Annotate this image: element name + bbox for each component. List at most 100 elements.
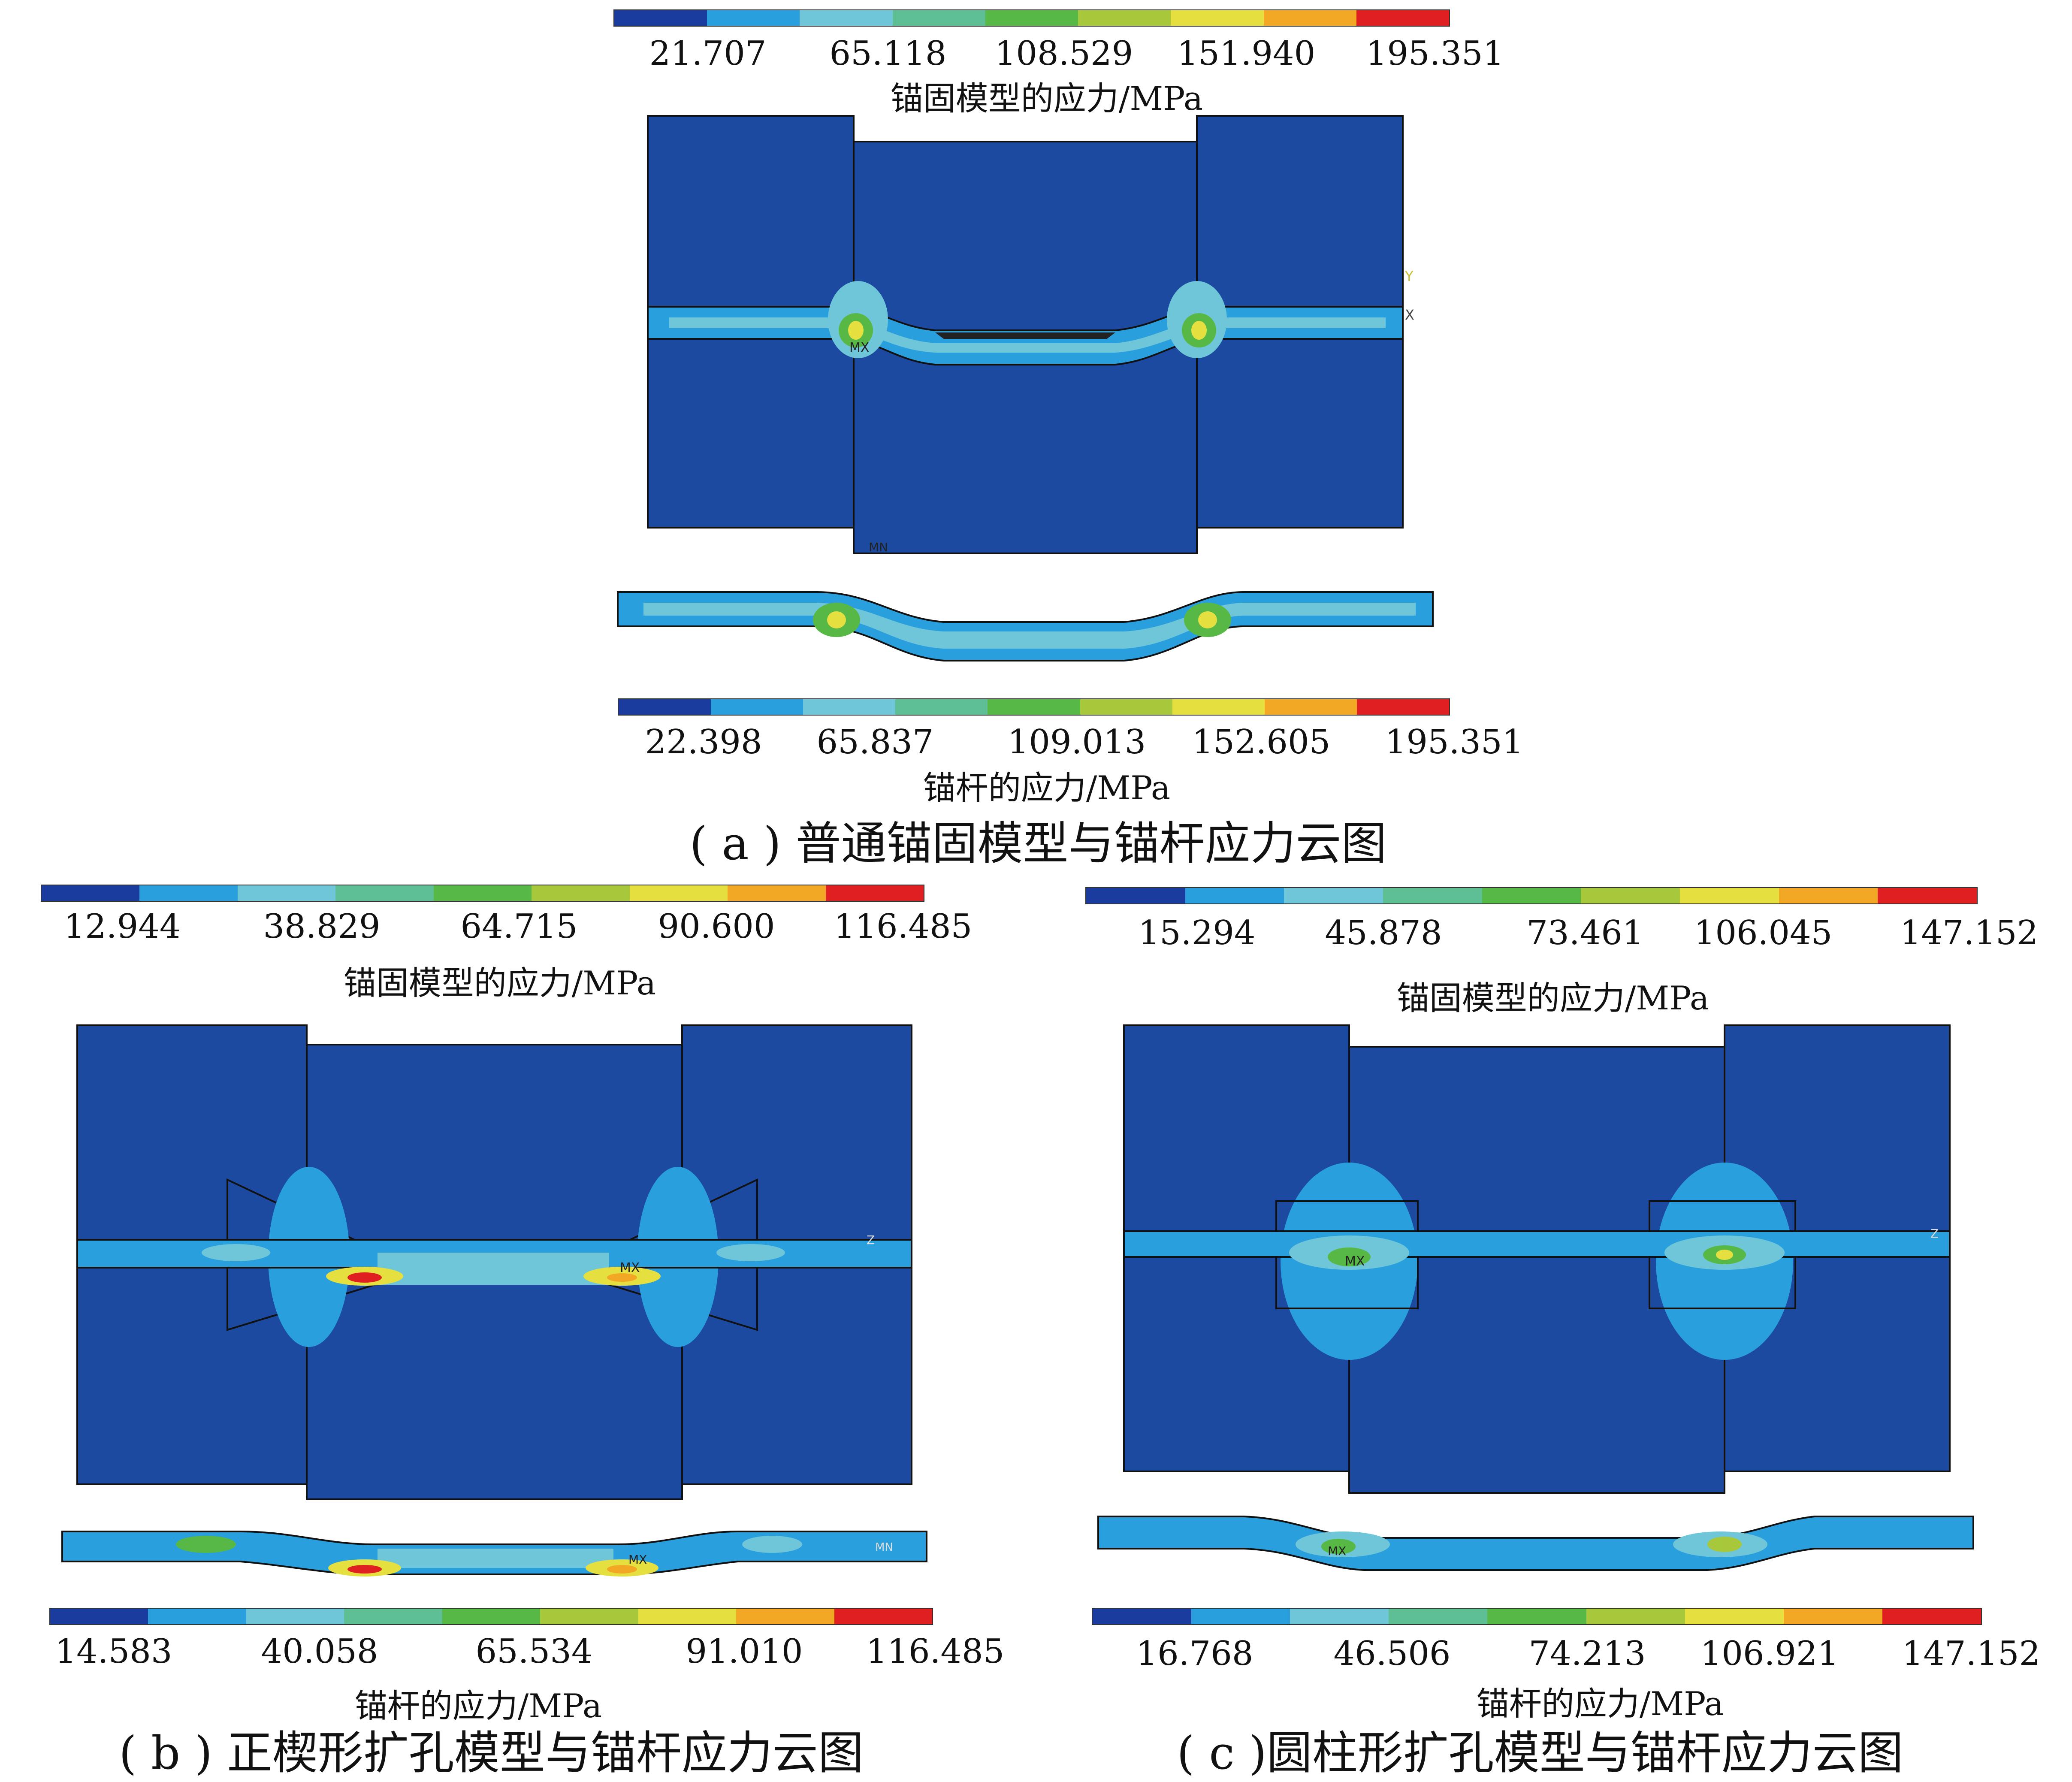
- colorbar-segment: [50, 1609, 148, 1624]
- colorbar-segment: [1356, 699, 1449, 715]
- colorbar-segment: [1680, 888, 1779, 903]
- colorbar-segment: [1191, 1609, 1290, 1624]
- bolt-colorbar-c: [1092, 1608, 1982, 1625]
- tick: 21.707: [649, 34, 767, 73]
- axis-z-label-c: Z: [1930, 1226, 1939, 1241]
- tick: 195.351: [1365, 34, 1504, 73]
- tick: 116.485: [834, 907, 973, 946]
- tick: 147.152: [1902, 1634, 2041, 1673]
- colorbar-segment: [1487, 1609, 1586, 1624]
- colorbar-segment: [1581, 888, 1680, 903]
- colorbar-segment: [800, 10, 893, 26]
- max-marker-c: MX: [1345, 1254, 1365, 1269]
- tick: 73.461: [1526, 914, 1644, 952]
- colorbar-segment: [148, 1609, 246, 1624]
- colorbar-segment: [638, 1609, 737, 1624]
- tick: 14.583: [55, 1632, 172, 1671]
- colorbar-segment: [442, 1609, 541, 1624]
- caption-a: ( a ) 普通锚固模型与锚杆应力云图: [689, 817, 1387, 870]
- colorbar-segment: [1586, 1609, 1685, 1624]
- colorbar-segment: [246, 1609, 344, 1624]
- tick: 40.058: [261, 1632, 378, 1671]
- tick: 16.768: [1136, 1634, 1253, 1673]
- bolt-colorbar-ticks-a: 22.398 65.837 109.013 152.605 195.351: [618, 723, 1524, 761]
- colorbar-segment: [42, 885, 140, 901]
- bolt-colorbar-b: [49, 1608, 933, 1625]
- colorbar-segment: [1284, 888, 1383, 903]
- model-colorbar-ticks-c: 15.294 45.878 73.461 106.045 147.152: [1085, 914, 2039, 952]
- max-marker-a: MX: [849, 340, 869, 355]
- colorbar-segment: [1078, 10, 1171, 26]
- colorbar-segment: [1172, 699, 1265, 715]
- model-colorbar-ticks-a: 21.707 65.118 108.529 151.940 195.351: [613, 34, 1504, 73]
- colorbar-segment: [985, 10, 1078, 26]
- colorbar-segment: [1263, 10, 1356, 26]
- colorbar-segment: [736, 1609, 834, 1624]
- model-stress-label-a: 锚固模型的应力/MPa: [890, 79, 1203, 118]
- colorbar-segment: [834, 1609, 932, 1624]
- model-colorbar-ticks-b: 12.944 38.829 64.715 90.600 116.485: [41, 907, 973, 946]
- model-stress-label-b: 锚固模型的应力/MPa: [343, 964, 656, 1002]
- colorbar-segment: [335, 885, 434, 901]
- tick: 106.921: [1700, 1634, 1839, 1673]
- model-colorbar-b: [41, 885, 924, 902]
- colorbar-segment: [1290, 1609, 1389, 1624]
- tick: 65.837: [816, 723, 934, 761]
- model-stress-label-c: 锚固模型的应力/MPa: [1396, 979, 1710, 1017]
- colorbar-segment: [629, 885, 728, 901]
- colorbar-segment: [1171, 10, 1264, 26]
- colorbar-segment: [1779, 888, 1878, 903]
- colorbar-segment: [139, 885, 238, 901]
- colorbar-segment: [1482, 888, 1581, 903]
- tick: 152.605: [1192, 723, 1331, 761]
- colorbar-segment: [1685, 1609, 1784, 1624]
- colorbar-segment: [895, 699, 988, 715]
- tick: 195.351: [1385, 723, 1524, 761]
- bolt-stress-label-a: 锚杆的应力/MPa: [923, 769, 1171, 807]
- tick: 108.529: [994, 34, 1133, 73]
- min-marker-b: MN: [875, 1541, 893, 1554]
- tick: 74.213: [1528, 1634, 1646, 1673]
- colorbar-segment: [1356, 10, 1449, 26]
- colorbar-segment: [344, 1609, 442, 1624]
- tick: 106.045: [1694, 914, 1833, 952]
- colorbar-segment: [1185, 888, 1284, 903]
- colorbar-segment: [1878, 888, 1977, 903]
- bolt-colorbar-a: [618, 698, 1450, 716]
- tick: 90.600: [658, 907, 775, 946]
- colorbar-segment: [988, 699, 1080, 715]
- min-marker-a: MN: [869, 540, 888, 554]
- tick: 91.010: [686, 1632, 803, 1671]
- tick: 22.398: [645, 723, 762, 761]
- colorbar-segment: [707, 10, 800, 26]
- colorbar-segment: [540, 1609, 638, 1624]
- bolt-colorbar-ticks-b: 14.583 40.058 65.534 91.010 116.485: [49, 1632, 1005, 1671]
- colorbar-segment: [1264, 699, 1357, 715]
- colorbar-segment: [1080, 699, 1172, 715]
- colorbar-segment: [237, 885, 336, 901]
- tick: 147.152: [1900, 914, 2039, 952]
- tick: 116.485: [866, 1632, 1005, 1671]
- axis-y-label-a: Y: [1404, 268, 1414, 284]
- tick: 65.534: [475, 1632, 593, 1671]
- max-marker-b: MX: [620, 1260, 640, 1275]
- tick: 65.118: [829, 34, 947, 73]
- colorbar-segment: [1783, 1609, 1882, 1624]
- colorbar-segment: [1093, 1609, 1192, 1624]
- colorbar-segment: [1389, 1609, 1488, 1624]
- colorbar-segment: [1383, 888, 1482, 903]
- axis-x-label-a: X: [1405, 307, 1414, 323]
- colorbar-segment: [892, 10, 985, 26]
- colorbar-segment: [532, 885, 630, 901]
- tick: 38.829: [263, 907, 381, 946]
- caption-c: ( c )圆柱形扩孔模型与锚杆应力云图: [1177, 1727, 1903, 1779]
- tick: 151.940: [1177, 34, 1316, 73]
- tick: 109.013: [1007, 723, 1146, 761]
- colorbar-segment: [614, 10, 707, 26]
- bolt-colorbar-ticks-c: 16.768 46.506 74.213 106.921 147.152: [1092, 1634, 2041, 1673]
